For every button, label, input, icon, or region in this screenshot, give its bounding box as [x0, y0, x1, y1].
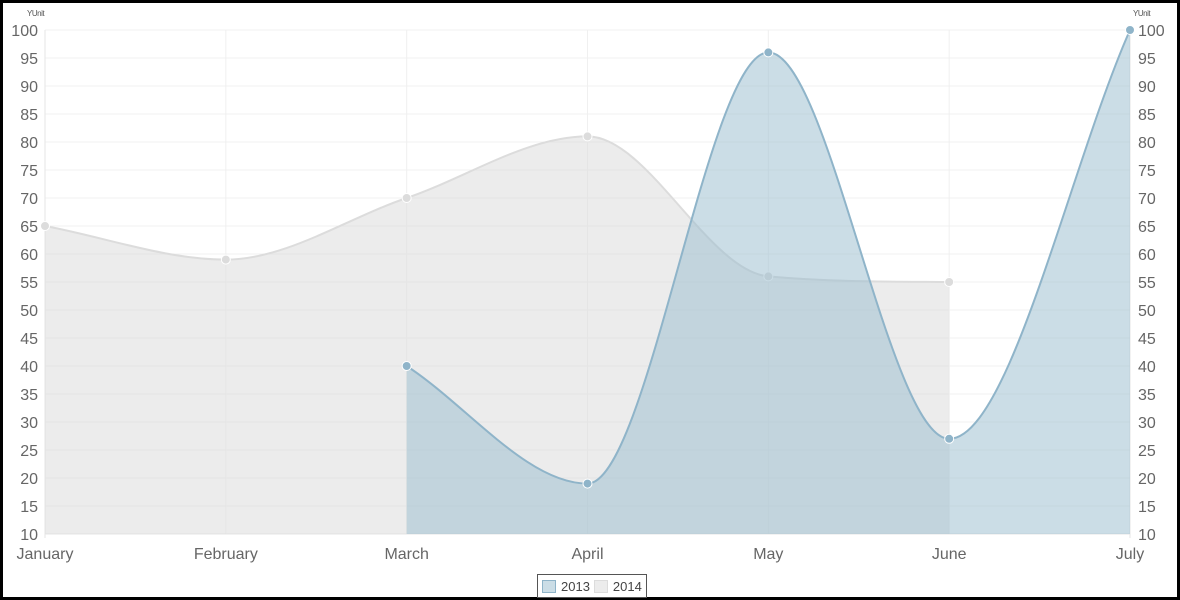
data-point-2013 [1125, 25, 1135, 35]
data-point-2014 [944, 277, 955, 287]
x-tick-label-may: May [753, 546, 783, 563]
data-point-2013 [763, 47, 774, 58]
y-tick-label-right: 20 [1138, 471, 1156, 488]
y-tick-label-right: 45 [1138, 331, 1156, 348]
y-tick-label-right: 10 [1138, 527, 1156, 544]
y-tick-label-left: 80 [20, 135, 38, 152]
legend-label-2014: 2014 [612, 578, 642, 594]
series-line-2013 [406, 29, 1131, 485]
data-point-2014 [40, 221, 50, 231]
y-tick-label-left: 95 [20, 51, 38, 68]
y-tick-label-right: 80 [1138, 135, 1156, 152]
x-tick-label-april: April [571, 546, 603, 563]
y-tick-label-right: 95 [1138, 51, 1156, 68]
y-tick-label-right: 90 [1138, 79, 1156, 96]
y-tick-label-left: 90 [20, 79, 38, 96]
y-tick-label-left: 40 [20, 359, 38, 376]
y-tick-label-left: 10 [20, 527, 38, 544]
y-tick-label-left: 15 [20, 499, 38, 516]
data-point-2014 [220, 254, 231, 265]
chart-legend: 2013 2014 [537, 574, 647, 598]
y-tick-label-right: 70 [1138, 191, 1156, 208]
x-tick-label-july: July [1116, 546, 1144, 563]
y-tick-label-right: 65 [1138, 219, 1156, 236]
right-y-unit-label: YUnit [1133, 9, 1151, 18]
legend-swatch-2014 [593, 579, 608, 593]
data-point-2013 [401, 361, 412, 371]
y-tick-label-right: 75 [1138, 163, 1156, 180]
y-tick-label-right: 100 [1138, 23, 1165, 40]
y-tick-label-left: 25 [20, 443, 38, 460]
area-chart: 10 10 15 15 20 20 25 25 30 30 35 35 40 40 45 45 50 50 55 55… [11, 23, 1165, 563]
data-point-2013 [582, 478, 593, 489]
data-point-2014 [401, 193, 412, 203]
legend-item-2014: 2014 [593, 578, 642, 594]
data-point-2014 [582, 131, 593, 142]
y-tick-label-left: 45 [20, 331, 38, 348]
y-tick-label-right: 60 [1138, 247, 1156, 264]
y-tick-label-left: 50 [20, 303, 38, 320]
y-tick-label-right: 85 [1138, 107, 1156, 124]
legend-label-2013: 2013 [561, 578, 590, 594]
y-tick-label-left: 100 [11, 23, 38, 40]
y-tick-label-left: 60 [20, 247, 38, 264]
y-tick-label-left: 75 [20, 163, 38, 180]
y-tick-label-right: 15 [1138, 499, 1156, 516]
legend-item-2013: 2013 [542, 579, 590, 594]
data-point-2013 [944, 433, 955, 444]
series-2013 [401, 25, 1135, 534]
x-tick-label-january: January [17, 546, 74, 563]
y-tick-label-left: 70 [20, 191, 38, 208]
x-tick-label-march: March [384, 546, 428, 563]
y-tick-label-left: 85 [20, 107, 38, 124]
y-tick-label-right: 40 [1138, 359, 1156, 376]
x-tick-label-february: February [194, 546, 258, 563]
legend-swatch-2013 [542, 579, 556, 593]
y-tick-label-left: 55 [20, 275, 38, 292]
y-tick-label-left: 20 [20, 471, 38, 488]
y-tick-label-left: 65 [20, 219, 38, 236]
y-tick-label-right: 35 [1138, 387, 1156, 404]
left-y-unit-label: YUnit [27, 9, 45, 18]
y-tick-label-right: 55 [1138, 275, 1156, 292]
y-tick-label-right: 30 [1138, 415, 1156, 432]
series-area-2013 [406, 30, 1131, 534]
y-tick-label-left: 30 [20, 415, 38, 432]
y-tick-label-left: 35 [20, 387, 38, 404]
x-tick-label-june: June [932, 546, 967, 563]
y-tick-label-right: 50 [1138, 303, 1156, 320]
y-tick-label-right: 25 [1138, 443, 1156, 460]
